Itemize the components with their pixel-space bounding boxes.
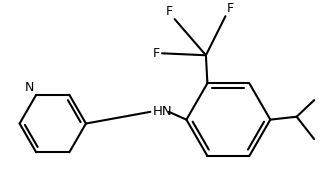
Text: F: F: [227, 2, 233, 15]
Text: N: N: [25, 81, 34, 94]
Text: HN: HN: [152, 105, 172, 118]
Text: F: F: [153, 47, 160, 60]
Text: F: F: [166, 5, 173, 18]
